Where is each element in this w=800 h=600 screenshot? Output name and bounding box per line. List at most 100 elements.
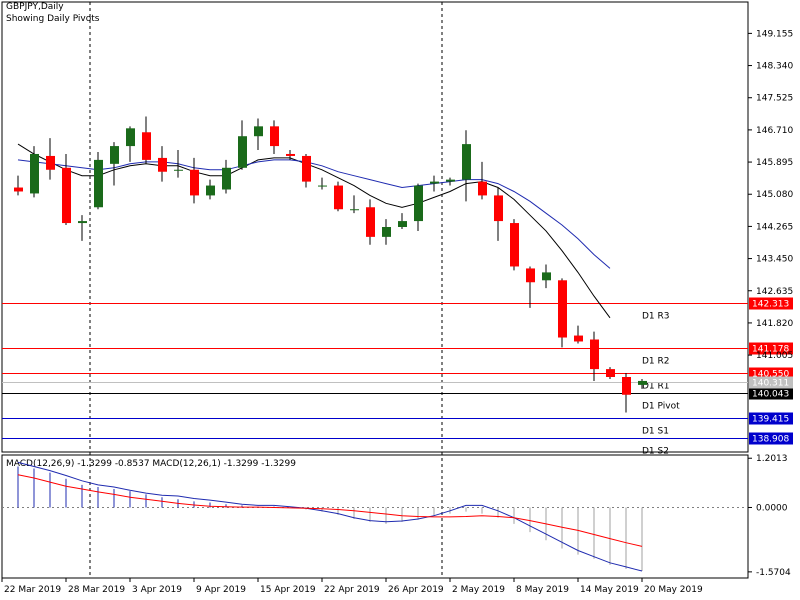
pivot-label: D1 R2	[642, 357, 670, 367]
candle-body	[430, 181, 439, 184]
candle-bearish	[494, 187, 503, 241]
pivot-price-box	[749, 432, 793, 445]
candle-bearish	[286, 150, 295, 160]
candle-body	[526, 268, 535, 283]
candle-bearish	[478, 161, 487, 200]
candle-bearish	[142, 116, 151, 164]
candle-bullish	[638, 378, 647, 389]
time-axis-label: 14 May 2019	[580, 585, 639, 595]
time-axis-label: 20 May 2019	[644, 585, 703, 595]
candle-body	[334, 185, 343, 210]
candle-bullish	[78, 215, 87, 241]
candle-bullish	[94, 152, 103, 210]
pivot-label: D1 Pivot	[642, 402, 680, 412]
current-price-box	[749, 376, 793, 389]
candle-body	[318, 185, 327, 187]
candle-bearish	[270, 120, 279, 154]
pivot-price-label: 141.178	[752, 345, 789, 355]
candle-body	[94, 159, 103, 208]
candle-body	[414, 185, 423, 222]
candle-body	[478, 181, 487, 196]
moving-average-fast	[17, 143, 611, 319]
candle-body	[398, 221, 407, 227]
pivot-label: D1 S2	[642, 447, 669, 457]
pivot-price-label: 140.043	[752, 390, 789, 400]
candle-bullish	[254, 118, 263, 151]
candle-bearish	[510, 219, 519, 271]
candle-bearish	[526, 266, 535, 308]
candle-bearish	[190, 157, 199, 204]
candle-bullish	[110, 142, 119, 186]
candle-body	[542, 272, 551, 281]
pivots-caption: Showing Daily Pivots	[6, 14, 100, 24]
candle-body	[446, 179, 455, 182]
macd-axis-label: 1.2013	[756, 454, 788, 464]
pivot-price-box	[749, 342, 793, 355]
pivot-price-label: 142.313	[752, 300, 789, 310]
price-axis-label: 144.265	[756, 222, 793, 232]
candle-body	[110, 146, 119, 164]
candle-bullish	[542, 264, 551, 289]
price-axis-label: 141.820	[756, 319, 793, 329]
time-axis-label: 22 Apr 2019	[324, 585, 380, 595]
candle-bearish	[302, 153, 311, 188]
candle-body	[158, 157, 167, 172]
candle-bearish	[590, 331, 599, 381]
candle-bearish	[14, 175, 23, 196]
candle-bullish	[30, 146, 39, 198]
time-axis-label: 26 Apr 2019	[388, 585, 444, 595]
candle-body	[558, 280, 567, 338]
candle-bearish	[622, 373, 631, 413]
candle-bullish	[414, 183, 423, 231]
time-axis-label: 9 Apr 2019	[196, 585, 246, 595]
price-axis-label: 145.895	[756, 158, 793, 168]
time-axis-label: 3 Apr 2019	[132, 585, 182, 595]
candle-bullish	[222, 159, 231, 194]
pivot-price-label: 139.415	[752, 415, 789, 425]
pivot-label: D1 S1	[642, 427, 669, 437]
price-axis-label: 149.155	[756, 29, 793, 39]
candle-bearish	[558, 278, 567, 348]
price-axis-label: 141.005	[756, 351, 793, 361]
price-axis-label: 143.450	[756, 255, 793, 265]
candle-bearish	[606, 367, 615, 379]
time-axis-label: 15 Apr 2019	[260, 585, 316, 595]
price-axis-label: 147.525	[756, 94, 793, 104]
candle-body	[174, 169, 183, 171]
macd-indicator-label: MACD(12,26,9) -1.3299 -0.8537 MACD(12,26…	[6, 459, 296, 469]
candle-bullish	[398, 213, 407, 229]
candle-body	[510, 223, 519, 267]
price-pane-frame	[1, 1, 749, 453]
pivot-price-label: 140.550	[752, 370, 789, 380]
pivot-price-box	[749, 297, 793, 310]
candle-body	[382, 227, 391, 237]
candle-body	[62, 167, 71, 224]
candle-body	[366, 207, 375, 237]
macd-main-line	[17, 461, 643, 572]
candle-bearish	[158, 146, 167, 182]
candle-body	[190, 169, 199, 196]
candle-bullish	[430, 175, 439, 192]
price-axis-label: 142.635	[756, 287, 793, 297]
pivot-price-box	[749, 387, 793, 400]
candle-body	[622, 377, 631, 395]
candle-body	[78, 221, 87, 224]
candle-body	[126, 128, 135, 147]
candle-bearish	[366, 199, 375, 245]
candle-body	[222, 167, 231, 190]
candle-bullish	[318, 177, 327, 190]
pivot-price-label: 138.908	[752, 435, 789, 445]
pivot-label: D1 R1	[642, 382, 670, 392]
candle-body	[238, 136, 247, 168]
candle-body	[590, 339, 599, 370]
candle-body	[606, 369, 615, 377]
moving-average-slow	[17, 159, 611, 269]
candle-body	[270, 126, 279, 147]
candle-body	[638, 380, 647, 385]
pivot-label: D1 R3	[642, 312, 670, 322]
candle-body	[286, 153, 295, 156]
candle-bullish	[446, 177, 455, 186]
candle-body	[142, 132, 151, 160]
time-axis-label: 8 May 2019	[516, 585, 569, 595]
